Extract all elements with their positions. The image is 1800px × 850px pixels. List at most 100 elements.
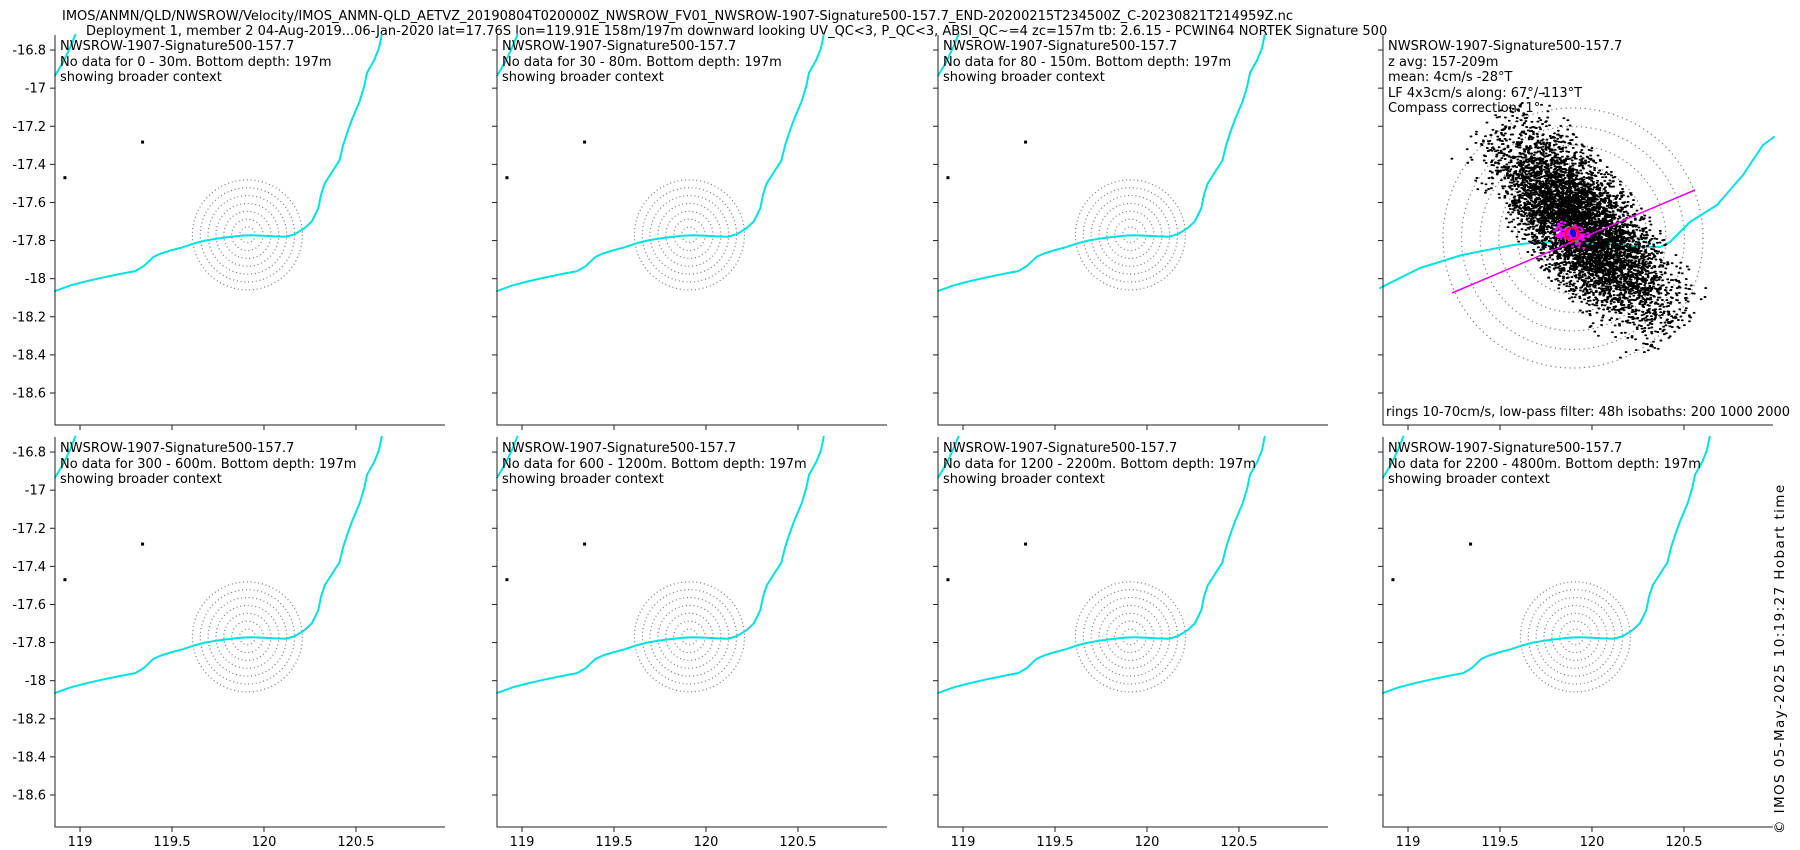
velocity-ring — [1479, 144, 1667, 332]
context-label: showing broader context — [1388, 472, 1550, 487]
island-dot — [63, 578, 67, 582]
y-tick-label: -18.4 — [12, 750, 46, 765]
island-dot — [1024, 140, 1028, 144]
context-label: showing broader context — [943, 70, 1105, 85]
mean-label: mean: 4cm/s -28°T — [1388, 70, 1513, 85]
velocity-ring — [215, 604, 280, 669]
velocity-ring — [665, 612, 714, 662]
map-plot: 119 119.5 120 120.5 — [1378, 435, 1773, 850]
velocity-ring — [1098, 604, 1163, 669]
figure-subtitle-deployment: Deployment 1, member 2 04-Aug-2019...06-… — [86, 24, 1388, 39]
island-dot — [505, 578, 509, 582]
x-tick-label: 119 — [68, 835, 93, 850]
velocity-ring — [215, 202, 280, 267]
panel-title: NWSROW-1907-Signature500-157.7 — [1388, 39, 1623, 54]
velocity-ring — [191, 179, 304, 291]
velocity-ring — [1460, 125, 1686, 351]
x-tick-label: 119.5 — [1481, 835, 1518, 850]
map-plot: 119 119.5 120 120.5 — [492, 435, 887, 850]
x-tick-label: 119.5 — [1036, 835, 1073, 850]
velocity-ring — [649, 194, 730, 275]
coastline — [496, 33, 519, 77]
context-label: showing broader context — [502, 70, 664, 85]
velocity-ring — [191, 581, 304, 693]
context-label: showing broader context — [60, 70, 222, 85]
x-tick-label: 120.5 — [1220, 835, 1257, 850]
coastline — [54, 33, 77, 77]
map-plot: -16.8 -17 -17.2 -17.4 -17.6 -17.8 -18 -18.2 -18.… — [12, 435, 445, 850]
y-tick-label: -18 — [25, 272, 46, 287]
uv-scatter-plot — [1378, 35, 1775, 430]
map-plot — [933, 33, 1328, 430]
panel-title: NWSROW-1907-Signature500-157.7 — [502, 441, 737, 456]
island-dot — [1469, 542, 1473, 546]
y-tick-label: -17.8 — [12, 234, 46, 249]
panel-title: NWSROW-1907-Signature500-157.7 — [943, 39, 1178, 54]
map-plot — [492, 33, 887, 430]
x-tick-label: 119 — [951, 835, 976, 850]
coastline — [496, 435, 519, 479]
compass-label: Compass correction: 1° — [1388, 101, 1541, 116]
velocity-ring — [657, 604, 722, 669]
velocity-ring — [1551, 612, 1600, 662]
no-data-label: No data for 0 - 30m. Bottom depth: 197m — [60, 54, 332, 70]
map-plot: -16.8 -17 -17.2 -17.4 -17.6 -17.8 -18 -18.2 -18.… — [12, 33, 445, 430]
no-data-label: No data for 2200 - 4800m. Bottom depth: … — [1388, 456, 1701, 472]
subplot-depth-30-80m: NWSROW-1907-Signature500-157.7 No data f… — [492, 33, 887, 430]
subplot-depth-600-1200m: 119 119.5 120 120.5 NWSROW-1907-Signature50… — [492, 435, 887, 850]
no-data-label: No data for 30 - 80m. Bottom depth: 197m — [502, 54, 782, 70]
island-dot — [141, 542, 145, 546]
x-tick-label: 119 — [510, 835, 535, 850]
x-tick-label: 120 — [1580, 835, 1605, 850]
velocity-ring — [1074, 179, 1187, 291]
no-data-label: No data for 300 - 600m. Bottom depth: 19… — [60, 456, 357, 472]
context-label: showing broader context — [60, 472, 222, 487]
island-dot — [505, 176, 509, 180]
coastline — [937, 33, 960, 77]
subplot-depth-300-600m: -16.8 -17 -17.2 -17.4 -17.6 -17.8 -18 -18.2 -18.… — [12, 435, 445, 850]
no-data-label: No data for 1200 - 2200m. Bottom depth: … — [943, 456, 1256, 472]
copyright-vertical: © IMOS 05-May-2025 10:19:27 Hobart time — [1772, 483, 1788, 834]
y-tick-label: -17 — [25, 484, 46, 499]
x-tick-label: 120.5 — [337, 835, 374, 850]
coastline — [54, 435, 77, 479]
y-tick-label: -18.2 — [12, 310, 46, 325]
x-tick-label: 120.5 — [1665, 835, 1702, 850]
velocity-ring — [649, 596, 730, 677]
velocity-ring — [1090, 596, 1171, 677]
y-tick-label: -17.2 — [12, 522, 46, 537]
y-tick-label: -17.6 — [12, 598, 46, 613]
velocity-ring — [1442, 107, 1704, 369]
mean-current-ring — [1564, 226, 1580, 242]
velocity-ring — [665, 210, 714, 260]
zavg-label: z avg: 157-209m — [1388, 54, 1499, 70]
y-tick-label: -17.8 — [12, 636, 46, 651]
scatter-points — [1450, 92, 1708, 359]
velocity-ring — [1090, 194, 1171, 275]
coastline — [1382, 435, 1405, 479]
lf-label: LF 4x3cm/s along: 67°/-113°T — [1388, 85, 1583, 101]
y-tick-label: -18.6 — [12, 386, 46, 401]
coastline — [937, 435, 1266, 695]
y-tick-label: -17.2 — [12, 120, 46, 135]
velocity-ring — [1543, 604, 1608, 669]
x-tick-label: 120.5 — [779, 835, 816, 850]
mean-current-dot — [1569, 228, 1577, 238]
coastline — [937, 33, 1266, 293]
y-tick-label: -17.4 — [12, 158, 46, 173]
coastline — [54, 33, 383, 293]
figure-title-filename: IMOS/ANMN/QLD/NWSROW/Velocity/IMOS_ANMN-… — [62, 9, 1294, 24]
coastline — [496, 435, 825, 695]
island-dot — [583, 140, 587, 144]
x-tick-label: 119.5 — [153, 835, 190, 850]
coastline — [1382, 435, 1711, 695]
velocity-ring — [207, 596, 288, 677]
y-tick-label: -17.4 — [12, 560, 46, 575]
subplot-uv-scatter: NWSROW-1907-Signature500-157.7 z avg: 15… — [1378, 35, 1790, 430]
island-dot — [63, 176, 67, 180]
island-dot — [1024, 542, 1028, 546]
velocity-ring — [1106, 612, 1155, 662]
y-tick-label: -18 — [25, 674, 46, 689]
panel-title: NWSROW-1907-Signature500-157.7 — [60, 441, 295, 456]
